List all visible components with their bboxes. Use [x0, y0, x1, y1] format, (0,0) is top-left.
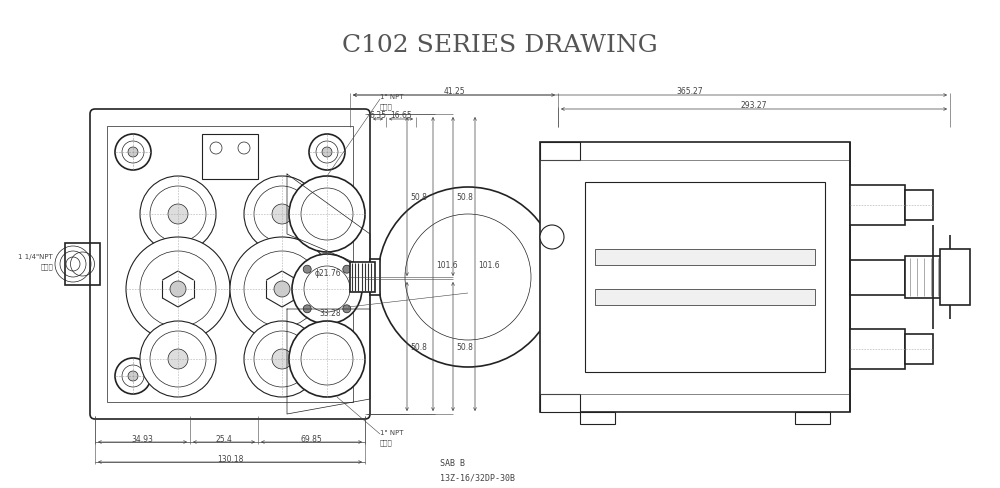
Bar [850, 185, 905, 225]
Bar [65, 244, 100, 285]
Text: 130.18: 130.18 [217, 454, 243, 464]
Circle shape [343, 265, 351, 274]
Text: 6.35: 6.35 [370, 111, 386, 120]
Circle shape [303, 305, 311, 313]
Bar [850, 329, 905, 369]
Text: 进油口: 进油口 [40, 263, 53, 270]
Bar [540, 142, 580, 161]
Text: 33.28: 33.28 [319, 308, 341, 317]
Bar [585, 183, 825, 372]
Text: 50.8: 50.8 [456, 342, 473, 351]
Circle shape [292, 254, 362, 325]
Bar [580, 412, 615, 424]
Circle shape [540, 225, 564, 249]
Text: 69.85: 69.85 [301, 435, 322, 444]
Text: 25.4: 25.4 [216, 435, 232, 444]
Circle shape [128, 371, 138, 381]
Circle shape [272, 349, 292, 369]
Circle shape [322, 148, 332, 158]
Text: 13Z-16/32DP-30B: 13Z-16/32DP-30B [440, 472, 515, 482]
Bar [850, 260, 905, 295]
Circle shape [274, 282, 290, 297]
Bar [540, 142, 850, 412]
Text: 通油口: 通油口 [380, 439, 393, 446]
Text: 1 1/4"NPT: 1 1/4"NPT [18, 253, 53, 260]
Circle shape [309, 358, 345, 394]
Bar [905, 334, 933, 364]
FancyBboxPatch shape [90, 110, 370, 419]
Bar [905, 257, 950, 298]
Text: ϕ21.76: ϕ21.76 [314, 268, 341, 277]
Text: 34.93: 34.93 [132, 435, 153, 444]
Circle shape [168, 349, 188, 369]
Text: 16.65: 16.65 [390, 111, 412, 120]
Bar [595, 249, 815, 265]
Circle shape [168, 204, 188, 224]
Circle shape [289, 177, 365, 252]
Circle shape [115, 135, 151, 171]
Circle shape [140, 321, 216, 397]
Text: C102 SERIES DRAWING: C102 SERIES DRAWING [342, 34, 658, 57]
Text: 293.27: 293.27 [741, 102, 767, 110]
Bar [905, 191, 933, 221]
Circle shape [170, 282, 186, 297]
Bar [350, 263, 375, 292]
Circle shape [322, 371, 332, 381]
Polygon shape [287, 309, 370, 414]
Text: SAB B: SAB B [440, 458, 465, 467]
Text: 50.8: 50.8 [456, 193, 473, 202]
Bar [370, 260, 380, 295]
Circle shape [303, 265, 311, 274]
Text: 101.6: 101.6 [478, 260, 500, 269]
Polygon shape [287, 175, 370, 269]
Circle shape [378, 187, 558, 367]
Circle shape [272, 204, 292, 224]
Text: 365.27: 365.27 [677, 87, 703, 96]
Text: 1" NPT: 1" NPT [380, 429, 404, 435]
Circle shape [244, 177, 320, 252]
Bar [940, 249, 970, 305]
Circle shape [230, 238, 334, 341]
Circle shape [309, 135, 345, 171]
Bar [795, 412, 830, 424]
Text: 进油口: 进油口 [380, 103, 393, 110]
Bar [202, 135, 258, 180]
Text: 50.8: 50.8 [410, 193, 427, 202]
Circle shape [343, 305, 351, 313]
Circle shape [126, 238, 230, 341]
Bar [595, 289, 815, 305]
Circle shape [244, 321, 320, 397]
Circle shape [115, 358, 151, 394]
Text: 101.6: 101.6 [436, 260, 458, 269]
Circle shape [140, 177, 216, 252]
Circle shape [128, 148, 138, 158]
Text: 50.8: 50.8 [410, 342, 427, 351]
Text: 41.25: 41.25 [443, 87, 465, 96]
Bar [540, 394, 580, 412]
Circle shape [289, 321, 365, 397]
Text: 1" NPT: 1" NPT [380, 94, 404, 100]
Bar [107, 127, 353, 402]
